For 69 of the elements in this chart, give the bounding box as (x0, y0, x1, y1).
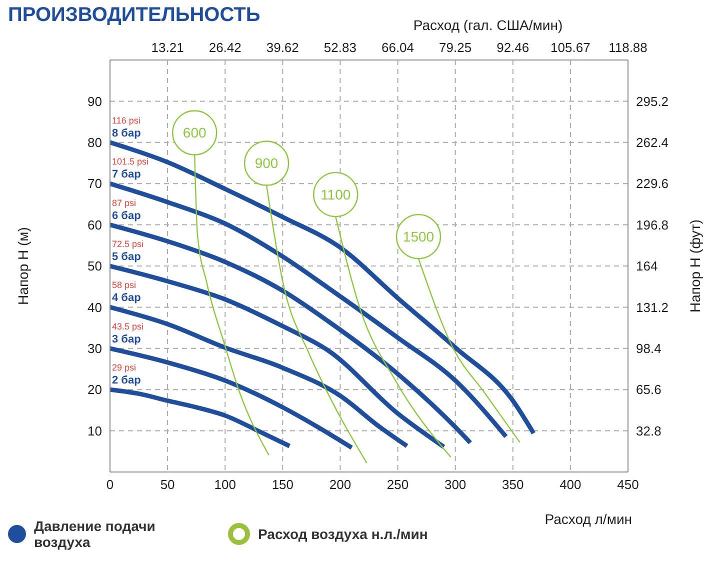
line-series (110, 346, 354, 450)
x-tick-label: 250 (386, 477, 409, 492)
annotation: 43.5 psi (112, 321, 144, 332)
x-tick-label: 350 (502, 477, 524, 492)
y2-tick-label: 295.2 (636, 94, 669, 109)
line-series (110, 387, 292, 448)
line-series (110, 222, 473, 445)
y-tick-label: 70 (88, 176, 102, 192)
x2-tick-label: 105.67 (550, 40, 590, 55)
x2-tick-label: 39.62 (266, 40, 299, 55)
x-tick-label: 200 (329, 477, 352, 492)
series-label: 5 бар (112, 251, 142, 263)
annotation: 29 psi (112, 362, 136, 373)
x2-tick-label: 118.88 (608, 40, 648, 55)
series-label: 3 бар (112, 333, 142, 346)
x-tick-label: 150 (272, 477, 294, 492)
x-tick-label: 50 (160, 477, 175, 492)
text: Расход воздуха н.л./мин (258, 526, 428, 542)
y2-tick-label: 229.6 (636, 176, 669, 192)
x2-tick-label: 79.25 (439, 40, 472, 55)
annotation: 72.5 psi (112, 239, 144, 249)
line-series (110, 140, 536, 436)
y-tick-label: 60 (88, 217, 102, 232)
y-tick-label: 50 (88, 258, 102, 274)
series-label: 4 бар (112, 292, 142, 304)
y2-tick-label: 32.8 (636, 423, 662, 438)
y-tick-label: 30 (88, 341, 102, 356)
annotation: 87 psi (112, 198, 136, 208)
y2-axis-title: Напор Н (фут) (686, 219, 703, 313)
y2-tick-label: 98.4 (636, 341, 662, 356)
series-label: 6 бар (112, 210, 142, 222)
x-axis-title: Расход л/мин (544, 511, 632, 527)
x-tick-label: 450 (617, 477, 639, 492)
text: Давление подачи воздуха (34, 518, 156, 550)
y-tick-label: 10 (88, 423, 102, 438)
x2-tick-label: 66.04 (381, 40, 414, 55)
y-tick-label: 40 (88, 300, 102, 315)
y2-tick-label: 65.6 (636, 382, 662, 398)
x-tick-label: 0 (106, 477, 114, 492)
annotation: 116 psi (112, 115, 140, 126)
y2-tick-label: 164 (636, 258, 658, 274)
x-tick-label: 300 (444, 477, 466, 492)
series-label: 1100 (320, 186, 351, 202)
x2-tick-label: 92.46 (496, 40, 530, 55)
line-series (110, 181, 508, 439)
y-axis-title: Напор Н (м) (14, 227, 31, 305)
y-tick-label: 80 (88, 135, 102, 150)
line-series (110, 264, 446, 450)
series-label: 8 бар (112, 127, 142, 140)
annotation: 101.5 psi (112, 156, 149, 167)
y2-tick-label: 131.2 (636, 300, 669, 315)
x2-tick-label: 52.83 (324, 40, 356, 55)
y2-tick-label: 262.4 (636, 135, 669, 150)
chart-title: ПРОИЗВОДИТЕЛЬНОСТЬ (8, 4, 260, 27)
series-label: 2 бар (112, 374, 142, 387)
series-label: 7 бар (112, 168, 142, 181)
annotation: 58 psi (112, 280, 136, 290)
x-tick-label: 400 (560, 477, 582, 492)
series-label: 600 (182, 124, 206, 141)
line-series (110, 304, 410, 448)
x2-axis-title: Расход (гал. США/мин) (413, 17, 563, 33)
y-tick-label: 90 (88, 94, 102, 109)
y-tick-label: 20 (88, 382, 102, 398)
y2-tick-label: 196.8 (636, 217, 669, 232)
series-label: 1500 (402, 228, 434, 244)
x2-tick-label: 26.42 (208, 40, 242, 55)
x-tick-label: 100 (214, 477, 236, 492)
series-label: 900 (254, 155, 278, 172)
x2-tick-label: 13.21 (151, 40, 184, 55)
